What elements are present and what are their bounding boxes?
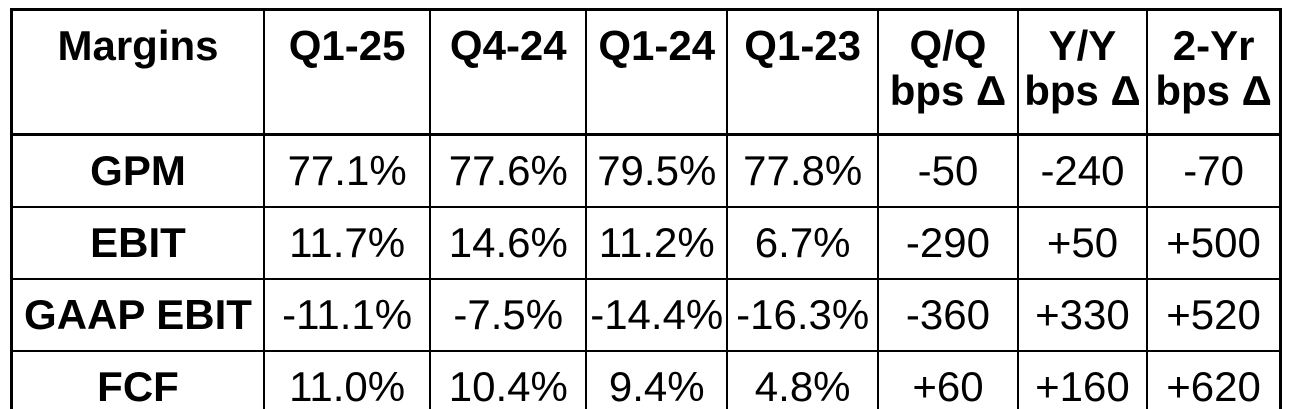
table-header-row: Margins Q1-25 Q4-24 Q1-24 Q1-23 <box>10 8 1282 136</box>
cell-value: 77.1% <box>263 133 432 208</box>
cell-value: -240 <box>1016 133 1149 208</box>
table-row-gaap-ebit: GAAP EBIT -11.1% -7.5% -14.4% -16.3% -36… <box>10 278 1282 352</box>
column-header-qq-bps-delta: Q/Q bps Δ <box>877 8 1019 136</box>
column-header-label: Q4-24 <box>449 22 567 69</box>
cell-value: 4.8% <box>726 350 880 409</box>
column-header-margins: Margins <box>10 8 266 136</box>
cell-value: 77.6% <box>429 133 588 208</box>
column-header-label: Q1-23 <box>744 22 862 69</box>
cell-value: 14.6% <box>429 206 588 280</box>
cell-value: -70 <box>1146 133 1282 208</box>
table-row-fcf: FCF 11.0% 10.4% 9.4% 4.8% +60 +160 +620 <box>10 350 1282 409</box>
column-header-label: Y/Y <box>1048 22 1117 69</box>
cell-value: -16.3% <box>726 278 880 352</box>
column-header-label: Q/Q <box>909 22 987 69</box>
cell-value: 11.0% <box>263 350 432 409</box>
cell-value: 11.7% <box>263 206 432 280</box>
cell-value: -14.4% <box>585 278 729 352</box>
cell-value: +520 <box>1146 278 1282 352</box>
column-header-label: Q1-25 <box>288 22 406 69</box>
cell-value: -290 <box>877 206 1019 280</box>
column-header-subline: bps Δ <box>889 67 1007 115</box>
cell-value: +330 <box>1016 278 1149 352</box>
column-header-subline: bps Δ <box>1024 67 1141 115</box>
cell-value: -11.1% <box>263 278 432 352</box>
cell-value: -50 <box>877 133 1019 208</box>
column-header-q4-24: Q4-24 <box>429 8 588 136</box>
column-header-q1-25: Q1-25 <box>263 8 432 136</box>
cell-value: 10.4% <box>429 350 588 409</box>
cell-value: +50 <box>1016 206 1149 280</box>
cell-value: 9.4% <box>585 350 729 409</box>
cell-value: +620 <box>1146 350 1282 409</box>
column-header-yy-bps-delta: Y/Y bps Δ <box>1016 8 1149 136</box>
row-label-fcf: FCF <box>10 350 266 409</box>
cell-value: +160 <box>1016 350 1149 409</box>
column-header-label: 2-Yr <box>1172 22 1255 69</box>
cell-value: -360 <box>877 278 1019 352</box>
cell-value: 11.2% <box>585 206 729 280</box>
cell-value: -7.5% <box>429 278 588 352</box>
cell-value: +60 <box>877 350 1019 409</box>
margins-table: Margins Q1-25 Q4-24 Q1-24 Q1-23 <box>10 8 1282 409</box>
row-label-gaap-ebit: GAAP EBIT <box>10 278 266 352</box>
cell-value: 79.5% <box>585 133 729 208</box>
cell-value: 6.7% <box>726 206 880 280</box>
column-header-label: Q1-24 <box>598 22 716 69</box>
row-label-ebit: EBIT <box>10 206 266 280</box>
cell-value: +500 <box>1146 206 1282 280</box>
table-row-gpm: GPM 77.1% 77.6% 79.5% 77.8% -50 -240 -70 <box>10 133 1282 208</box>
row-label-gpm: GPM <box>10 133 266 208</box>
cell-value: 77.8% <box>726 133 880 208</box>
column-header-q1-23: Q1-23 <box>726 8 880 136</box>
column-header-q1-24: Q1-24 <box>585 8 729 136</box>
column-header-label: Margins <box>57 22 219 69</box>
column-header-2yr-bps-delta: 2-Yr bps Δ <box>1146 8 1282 136</box>
table-row-ebit: EBIT 11.7% 14.6% 11.2% 6.7% -290 +50 +50… <box>10 206 1282 280</box>
column-header-subline: bps Δ <box>1155 67 1272 115</box>
